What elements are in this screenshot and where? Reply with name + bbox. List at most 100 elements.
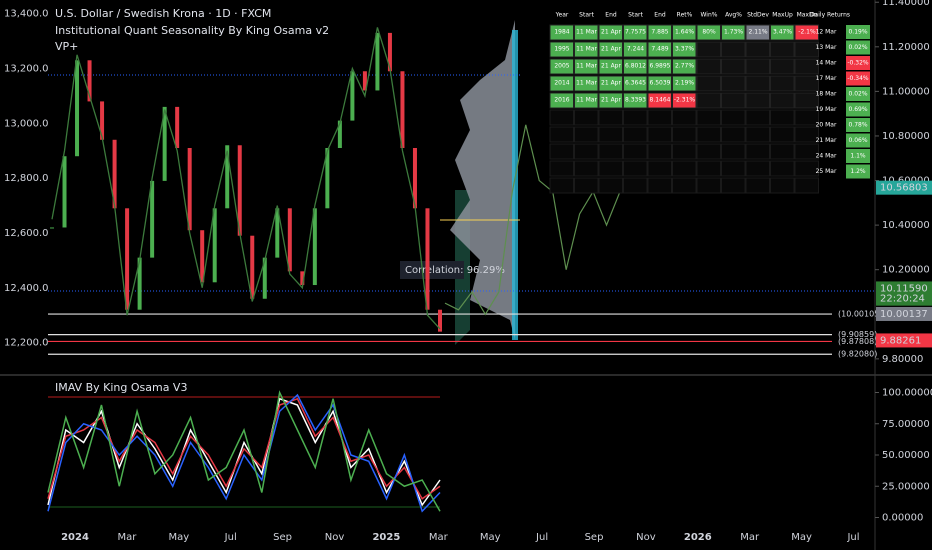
return-value: 1.1%: [850, 153, 866, 160]
table-cell-text: 21 Apr: [601, 63, 621, 70]
price-tag-label: 10.56803: [880, 183, 928, 194]
empty-cell: [794, 177, 819, 194]
right-tick-label: 10.80000: [882, 131, 930, 142]
price-line: [51, 27, 441, 330]
left-tick-label: 13,200.0: [4, 64, 49, 75]
return-cell: [846, 25, 870, 39]
return-date: 13 Mar: [816, 44, 837, 51]
table-header: Ret%: [677, 12, 693, 19]
left-tick-label: 12,800.0: [4, 173, 49, 184]
candle: [87, 60, 92, 102]
candle: [300, 271, 305, 286]
return-cell: [846, 118, 870, 132]
empty-cell: [623, 109, 648, 126]
table-cell: [745, 75, 770, 92]
table-cell: [574, 58, 599, 75]
volume-profile: [450, 20, 515, 340]
return-value: 0.02%: [848, 44, 867, 51]
level-label: (9.82080): [838, 350, 877, 359]
table-cell: [549, 24, 574, 41]
table-cell-text: 3.47%: [773, 29, 792, 36]
table-cell: [721, 92, 746, 109]
return-value: -0.34%: [847, 75, 869, 82]
candle: [125, 208, 130, 310]
table-cell-text: 7.7575: [625, 29, 646, 36]
empty-cell: [721, 177, 746, 194]
level-label: (10.00105): [838, 310, 882, 319]
indicator: Institutional Quant Seasonality By King …: [55, 24, 329, 37]
return-value: 0.06%: [848, 137, 867, 144]
return-date: 20 Mar: [816, 122, 837, 129]
return-cell: [846, 102, 870, 117]
empty-cell: [672, 143, 697, 160]
table-cell-text: 2.77%: [675, 63, 694, 70]
table-cell-text: 3.37%: [675, 46, 694, 53]
table-cell-text: 1984: [554, 29, 569, 36]
price-tag: [876, 180, 932, 195]
candle: [262, 257, 267, 299]
return-date: 12 Mar: [816, 29, 837, 36]
osc-tick-label: 50.00000: [882, 450, 930, 461]
candle: [425, 208, 430, 310]
osc-title: IMAV By King Osama V3: [55, 381, 187, 394]
empty-cell: [696, 160, 721, 177]
table-cell-text: 6.3645: [625, 80, 646, 87]
empty-cell: [794, 126, 819, 143]
profile-edge: [512, 30, 518, 340]
empty-cell: [721, 126, 746, 143]
table-cell: [696, 75, 721, 92]
table-cell: [721, 75, 746, 92]
price-tag-label: 10.00137: [880, 309, 928, 320]
return-value: 1.2%: [850, 168, 866, 175]
empty-cell: [745, 143, 770, 160]
time-label: Nov: [325, 532, 345, 543]
empty-cell: [647, 126, 672, 143]
table-cell: [574, 24, 599, 41]
table-cell-text: 1995: [554, 46, 569, 53]
candle: [438, 309, 442, 332]
time-label: May: [480, 532, 501, 543]
empty-cell: [647, 143, 672, 160]
candle: [112, 139, 117, 209]
table-cell-text: -2.1%: [798, 29, 816, 36]
table-header: Start: [579, 12, 594, 19]
return-value: 0.69%: [848, 106, 867, 113]
candle: [325, 148, 330, 209]
table-cell: [623, 92, 648, 109]
return-date: 14 Mar: [816, 60, 837, 67]
table-cell: [770, 92, 795, 109]
return-date: 19 Mar: [816, 106, 837, 113]
table-cell-text: 2005: [554, 63, 569, 70]
table-cell: [794, 41, 819, 58]
right-tick-label: 10.20000: [882, 265, 930, 276]
empty-cell: [770, 160, 795, 177]
empty-cell: [696, 126, 721, 143]
table-cell-text: 7.244: [627, 46, 644, 53]
empty-cell: [647, 109, 672, 126]
candle: [137, 257, 142, 310]
empty-cell: [598, 177, 623, 194]
empty-cell: [672, 109, 697, 126]
empty-cell: [549, 143, 574, 160]
return-date: 17 Mar: [816, 75, 837, 82]
candle: [175, 106, 180, 148]
table-header: Year: [555, 12, 569, 19]
return-date: 18 Mar: [816, 91, 837, 98]
corr-box: [400, 261, 464, 279]
left-tick-label: 13,000.0: [4, 118, 49, 129]
table-cell: [770, 75, 795, 92]
empty-cell: [623, 143, 648, 160]
empty-cell: [770, 143, 795, 160]
empty-cell: [623, 160, 648, 177]
table-cell-text: 11 Mar: [576, 97, 597, 104]
price-tag-label: 9.88261: [880, 335, 921, 346]
table-cell-text: 2.19%: [675, 80, 694, 87]
table-cell: [574, 75, 599, 92]
osc-tick-label: 75.00000: [882, 419, 930, 430]
candle: [212, 208, 217, 283]
table-cell: [770, 24, 795, 41]
table-cell: [598, 41, 623, 58]
return-cell: [846, 164, 870, 179]
return-date: 25 Mar: [816, 168, 837, 175]
